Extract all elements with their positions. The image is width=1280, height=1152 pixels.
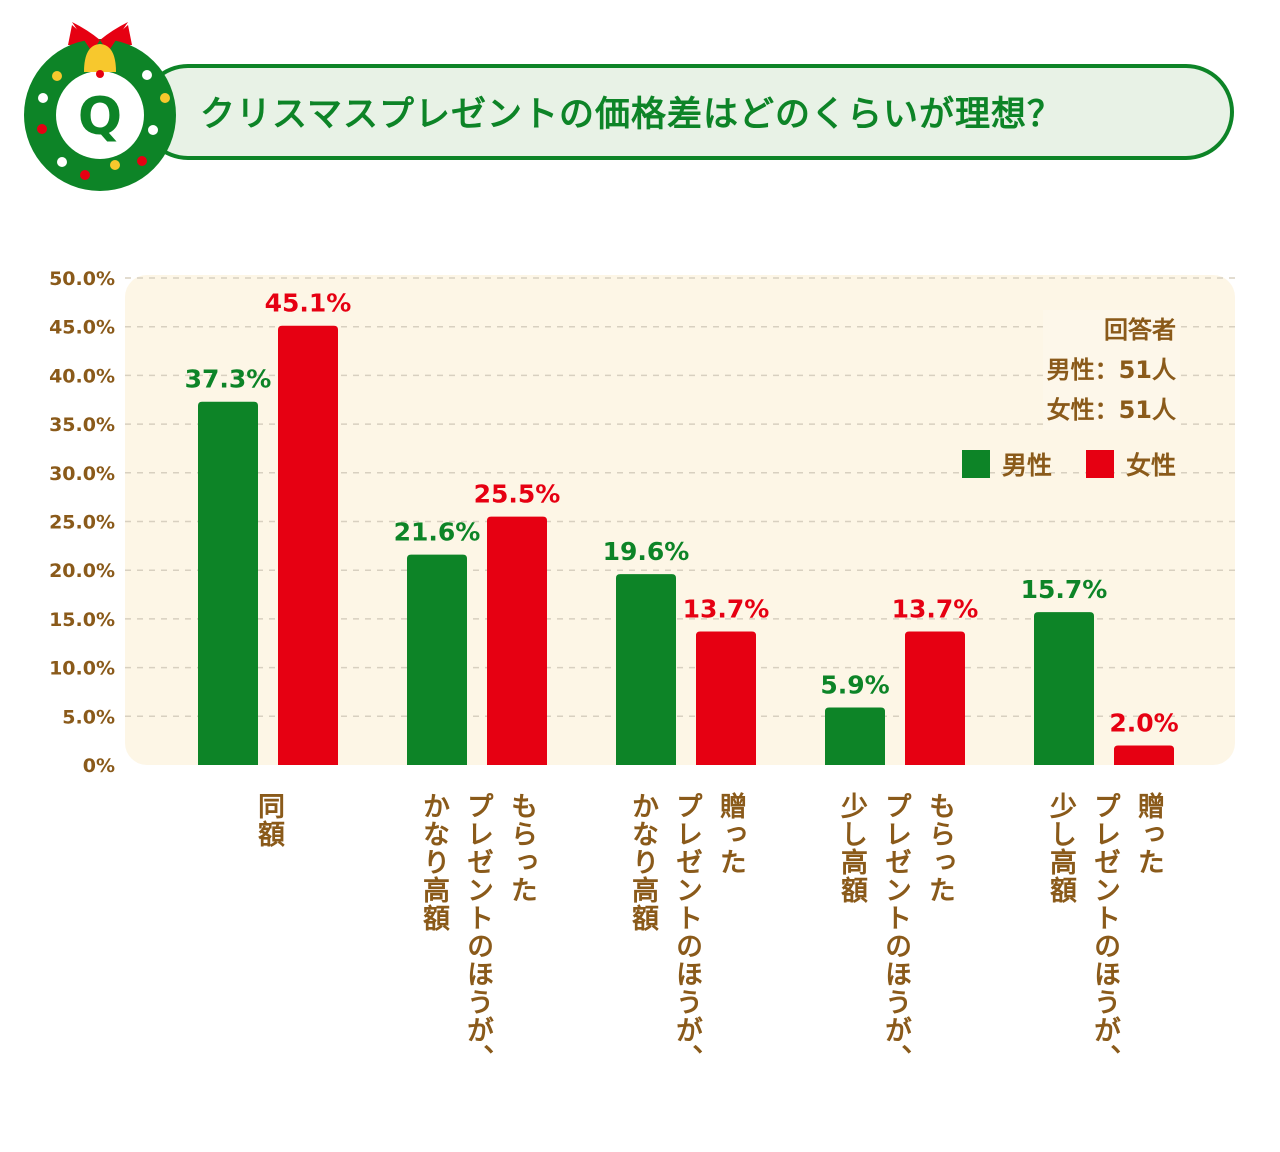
y-tick-label: 5.0% bbox=[62, 706, 115, 728]
y-tick-label: 10.0% bbox=[49, 658, 115, 680]
data-label: 19.6% bbox=[603, 537, 690, 566]
x-category-line: 少し高額 bbox=[836, 792, 867, 904]
x-category-line: 少し高額 bbox=[1045, 792, 1076, 904]
x-category-line: かなり高額 bbox=[627, 792, 658, 932]
data-label: 15.7% bbox=[1021, 575, 1108, 604]
bar bbox=[905, 631, 965, 765]
data-label: 5.9% bbox=[820, 671, 889, 700]
bar bbox=[1034, 612, 1094, 765]
y-tick-label: 45.0% bbox=[49, 317, 115, 339]
y-tick-label: 50.0% bbox=[49, 268, 115, 290]
x-category-line: もらった bbox=[924, 792, 955, 904]
y-tick-label: 30.0% bbox=[49, 463, 115, 485]
bar bbox=[616, 574, 676, 765]
x-category-line: プレゼントのほうが、 bbox=[671, 792, 702, 1072]
data-label: 2.0% bbox=[1109, 709, 1178, 738]
data-label: 21.6% bbox=[394, 518, 481, 547]
x-category-line: 同額 bbox=[253, 792, 284, 848]
bar bbox=[1114, 745, 1174, 765]
respondents-male: 男性：51人 bbox=[1046, 356, 1176, 384]
data-label: 13.7% bbox=[683, 595, 770, 624]
y-tick-label: 0% bbox=[83, 755, 115, 777]
page-title: クリスマスプレゼントの価格差はどのくらいが理想？ bbox=[200, 95, 1063, 135]
legend-label-female: 女性 bbox=[1126, 451, 1177, 480]
bar bbox=[278, 325, 338, 765]
legend-label-male: 男性 bbox=[1002, 451, 1053, 480]
bar bbox=[696, 631, 756, 765]
respondents-box: 回答者 男性：51人 女性：51人 bbox=[1042, 310, 1180, 430]
x-category-line: もらった bbox=[506, 792, 537, 904]
y-tick-label: 15.0% bbox=[49, 609, 115, 631]
y-tick-label: 20.0% bbox=[49, 560, 115, 582]
bar bbox=[487, 516, 547, 765]
title-banner bbox=[140, 64, 1234, 160]
respondents-female: 女性：51人 bbox=[1046, 396, 1176, 424]
bar bbox=[825, 707, 885, 765]
data-label: 45.1% bbox=[265, 289, 352, 318]
y-tick-label: 35.0% bbox=[49, 414, 115, 436]
x-category-label: もらった プレゼントのほうが、 少し高額 bbox=[829, 792, 961, 1072]
svg-text:Q: Q bbox=[78, 87, 122, 147]
x-category-line: プレゼントのほうが、 bbox=[880, 792, 911, 1072]
legend-swatch-female bbox=[1086, 450, 1115, 478]
x-category-label: もらった プレゼントのほうが、 かなり高額 bbox=[411, 792, 543, 1072]
x-category-line: かなり高額 bbox=[418, 792, 449, 932]
x-category-line: プレゼントのほうが、 bbox=[462, 792, 493, 1072]
x-category-line: プレゼントのほうが、 bbox=[1089, 792, 1120, 1072]
y-tick-label: 25.0% bbox=[49, 512, 115, 534]
wreath-q-icon: Q bbox=[24, 22, 176, 191]
data-label: 37.3% bbox=[185, 365, 272, 394]
legend: 男性 女性 bbox=[962, 446, 1176, 482]
y-tick-label: 40.0% bbox=[49, 365, 115, 387]
legend-swatch-male bbox=[962, 450, 990, 478]
data-label: 13.7% bbox=[892, 595, 979, 624]
x-category-label: 贈った プレゼントのほうが、 かなり高額 bbox=[620, 792, 752, 1072]
data-label: 25.5% bbox=[474, 480, 561, 509]
x-category-label: 同額 bbox=[246, 792, 290, 848]
respondents-heading: 回答者 bbox=[1104, 316, 1176, 344]
x-category-line: 贈った bbox=[1133, 792, 1164, 876]
x-category-line: 贈った bbox=[715, 792, 746, 876]
bar bbox=[198, 401, 258, 765]
x-category-label: 贈った プレゼントのほうが、 少し高額 bbox=[1038, 792, 1170, 1072]
bar bbox=[407, 554, 467, 765]
